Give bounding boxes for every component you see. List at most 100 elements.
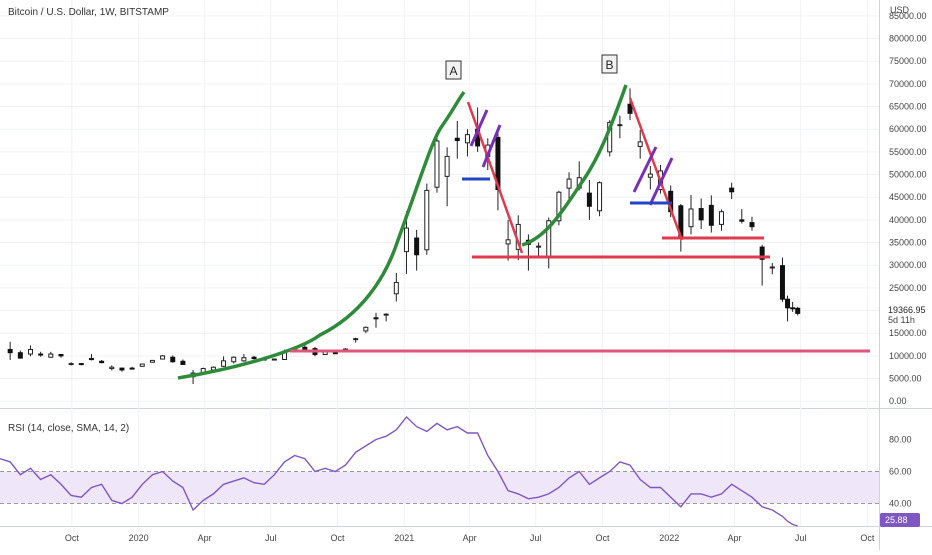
candle: [109, 365, 115, 371]
price-axis-label: 5000.00: [889, 374, 922, 384]
candle-body: [373, 317, 379, 320]
candle-body: [302, 346, 308, 350]
time-axis-label: Apr: [198, 533, 212, 543]
candle: [505, 219, 511, 261]
time-axis-label: Jul: [265, 533, 277, 543]
candle-body: [363, 326, 369, 332]
candle-body: [170, 356, 176, 363]
rsi-band-fill: [0, 471, 879, 504]
candle: [99, 359, 105, 364]
candle-body: [231, 356, 237, 363]
candle-body: [78, 363, 84, 366]
price-axis-label: 45000.00: [889, 192, 927, 202]
candle: [231, 356, 237, 364]
candle: [271, 358, 277, 361]
candle-body: [332, 352, 338, 355]
candle: [790, 301, 796, 312]
candle: [444, 147, 450, 207]
candle-body: [444, 155, 450, 177]
rsi-last-value: 25.88: [885, 515, 908, 525]
candle: [769, 262, 775, 275]
candle-body: [795, 307, 801, 314]
candle-body: [556, 191, 562, 222]
time-axis-label: Oct: [331, 533, 346, 543]
candle: [363, 326, 369, 334]
candle: [88, 354, 94, 361]
rsi-line: [0, 415, 798, 527]
last-price-badge: 19366.95 5d 11h: [880, 302, 932, 326]
rsi-axis-label: 40.00: [889, 499, 912, 509]
candle: [495, 131, 501, 211]
candle: [7, 341, 13, 360]
candle: [647, 165, 653, 190]
candle-body: [779, 265, 785, 300]
candle: [556, 190, 562, 226]
price-axis-label: 65000.00: [889, 102, 927, 112]
purple-flag-line-2: [481, 124, 502, 168]
candle-body: [617, 124, 623, 127]
candle-body: [749, 222, 755, 228]
purple-flag-line-4: [648, 157, 674, 206]
candle: [139, 363, 145, 367]
candle-body: [271, 358, 277, 361]
rsi-series-line: [0, 415, 798, 527]
price-axis-label: 10000.00: [889, 351, 927, 361]
candle-body: [27, 349, 33, 355]
candle-body: [251, 356, 257, 360]
candle: [627, 88, 633, 121]
candle: [383, 313, 389, 322]
candle: [129, 366, 135, 370]
candle-body: [708, 204, 714, 226]
candle-body: [403, 227, 409, 253]
last-price-value: 19366.95: [888, 305, 926, 315]
candle: [251, 355, 257, 360]
time-axis-label: Apr: [728, 533, 742, 543]
candle-body: [160, 355, 166, 360]
price-axis-label: 40000.00: [889, 215, 927, 225]
candle: [617, 115, 623, 139]
rsi-last-value-badge: 25.88: [880, 513, 920, 527]
candle-body: [68, 363, 74, 366]
candle: [170, 355, 176, 363]
grid: [0, 0, 879, 526]
candle: [68, 362, 74, 366]
candle: [759, 244, 765, 286]
candle: [566, 172, 572, 200]
candle: [38, 351, 44, 357]
candle: [78, 363, 84, 366]
purple-flag-line-3: [632, 146, 658, 193]
candle-body: [393, 281, 399, 295]
candle-body: [505, 239, 511, 245]
candle: [119, 367, 125, 372]
rsi-title: RSI (14, close, SMA, 14, 2): [8, 423, 129, 434]
time-axis-label: Apr: [463, 533, 477, 543]
candle-body: [180, 360, 186, 365]
candle-body: [790, 307, 796, 310]
candle-body: [586, 192, 592, 207]
candle: [27, 345, 33, 357]
candle: [779, 257, 785, 302]
price-axis-label: 50000.00: [889, 170, 927, 180]
candle: [698, 198, 704, 229]
candle-body: [698, 208, 704, 221]
candle-body: [139, 363, 145, 367]
candle: [160, 354, 166, 360]
time-axis-label: 2022: [659, 533, 679, 543]
candle-body: [759, 246, 765, 260]
candle-body: [566, 178, 572, 189]
candle-body: [38, 353, 44, 356]
candle: [221, 356, 227, 367]
candle: [597, 181, 603, 217]
candle-body: [7, 349, 13, 354]
candle-body: [785, 298, 791, 309]
candle-body: [637, 141, 643, 147]
candle-body: [769, 266, 775, 269]
time-axis-label: Jul: [530, 533, 542, 543]
purple-flag-line-1: [469, 109, 489, 147]
candle-body: [495, 136, 501, 190]
price-axis-label: 30000.00: [889, 260, 927, 270]
candle: [637, 130, 643, 159]
red-trendline-2: [628, 97, 684, 241]
